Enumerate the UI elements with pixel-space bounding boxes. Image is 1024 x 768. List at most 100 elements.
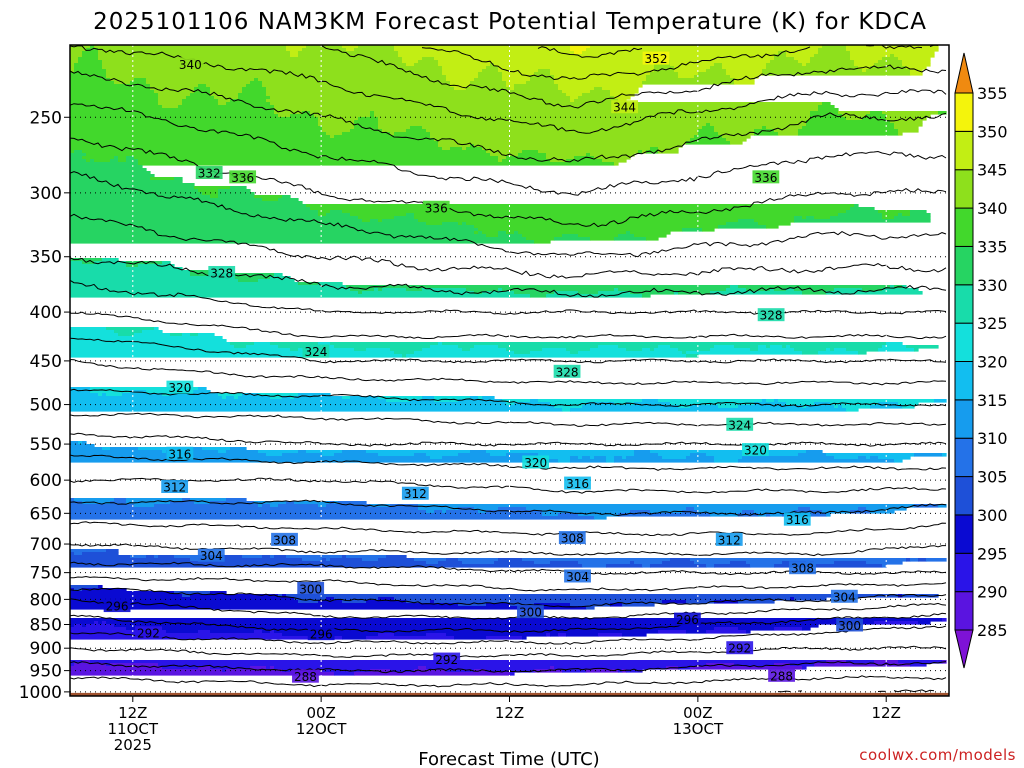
- theta-band-segment: [70, 279, 239, 283]
- contour-label-text: 292: [137, 627, 160, 641]
- theta-band-segment: [638, 150, 643, 154]
- theta-band-segment: [554, 78, 647, 82]
- theta-band-segment: [190, 333, 199, 337]
- theta-band-segment: [902, 63, 931, 67]
- theta-band-segment: [330, 210, 343, 214]
- theta-band-segment: [842, 114, 867, 118]
- theta-band-segment: [726, 69, 763, 73]
- theta-band-segment: [482, 396, 495, 400]
- theta-band-segment: [534, 72, 551, 76]
- theta-band-segment: [526, 237, 555, 241]
- theta-band-segment: [98, 54, 291, 58]
- theta-band-segment: [70, 93, 159, 97]
- theta-band-segment: [474, 78, 503, 82]
- theta-band-segment: [626, 348, 643, 352]
- contour-label: 320: [166, 380, 194, 395]
- colorbar-label: 300: [977, 506, 1008, 525]
- theta-band-segment: [586, 48, 819, 52]
- theta-band-segment: [82, 150, 487, 154]
- theta-band-segment: [662, 456, 687, 460]
- colorbar-label: 285: [977, 621, 1008, 640]
- theta-band-segment: [458, 399, 503, 403]
- theta-band-segment: [230, 342, 255, 346]
- theta-band-segment: [770, 513, 783, 517]
- theta-band-segment: [414, 453, 427, 457]
- theta-band-segment: [938, 504, 947, 508]
- theta-band-segment: [310, 207, 851, 211]
- theta-band-segment: [714, 129, 755, 133]
- theta-band-segment: [522, 636, 527, 640]
- theta-band-segment: [714, 456, 743, 460]
- theta-band-segment: [382, 288, 407, 292]
- theta-band-segment: [70, 165, 143, 169]
- theta-band-segment: [762, 399, 767, 403]
- theta-band-segment: [874, 621, 919, 625]
- colorbar-label: 305: [977, 468, 1008, 487]
- contour-label-text: 320: [524, 456, 547, 470]
- theta-band-segment: [70, 96, 159, 100]
- theta-band-segment: [390, 669, 415, 673]
- theta-band-segment: [182, 594, 191, 598]
- theta-band-segment: [510, 87, 515, 91]
- theta-band-segment: [70, 231, 475, 235]
- contour-label: 312: [715, 532, 743, 547]
- theta-band-segment: [686, 456, 715, 460]
- theta-band-segment: [822, 45, 847, 49]
- theta-band-segment: [246, 84, 263, 88]
- contour-line-296: [69, 612, 947, 633]
- contour-label-bg: [726, 641, 754, 655]
- theta-band-segment: [178, 105, 275, 109]
- colorbar-label: 290: [977, 583, 1008, 602]
- theta-band-segment: [862, 117, 887, 121]
- theta-band-segment: [766, 126, 803, 130]
- theta-band-segment: [866, 114, 887, 118]
- theta-band-segment: [554, 81, 643, 85]
- theta-band-segment: [286, 555, 343, 559]
- theta-band-segment: [534, 669, 563, 673]
- theta-band-segment: [446, 75, 479, 79]
- ground-fill: [70, 692, 949, 696]
- theta-band-segment: [878, 348, 915, 352]
- theta-band-segment: [190, 93, 211, 97]
- theta-band-segment: [854, 204, 859, 208]
- theta-band-segment: [914, 348, 919, 352]
- contour-label-bg: [783, 512, 811, 526]
- theta-band-segment: [626, 669, 643, 673]
- contour-label-text: 316: [566, 477, 589, 491]
- theta-band-segment: [898, 132, 903, 136]
- theta-band-segment: [802, 126, 895, 130]
- theta-band-segment: [218, 99, 231, 103]
- theta-band-segment: [138, 447, 175, 451]
- theta-band-segment: [498, 288, 503, 292]
- theta-band-segment: [534, 603, 571, 607]
- theta-band-segment: [258, 279, 295, 283]
- theta-band-segment: [78, 441, 83, 445]
- theta-band-segment: [522, 150, 539, 154]
- theta-band-segment: [354, 48, 395, 52]
- y-tick-label: 450: [30, 352, 62, 372]
- theta-band-segment: [502, 72, 535, 76]
- theta-band-segment: [802, 63, 807, 67]
- theta-band-segment: [698, 132, 719, 136]
- theta-band-segment: [806, 123, 895, 127]
- theta-band-segment: [566, 348, 591, 352]
- theta-band-segment: [230, 447, 247, 451]
- theta-band-segment: [154, 327, 159, 331]
- theta-band-segment: [910, 213, 931, 217]
- theta-band-segment: [70, 594, 183, 598]
- colorbar-label: 335: [977, 237, 1008, 256]
- y-tick-label: 500: [30, 396, 62, 416]
- theta-band-segment: [202, 192, 219, 196]
- ground-band: [70, 692, 949, 696]
- theta-band-segment: [270, 630, 275, 634]
- theta-band-segment: [210, 195, 219, 199]
- theta-band-segment: [174, 177, 183, 181]
- theta-band-segment: [766, 225, 779, 229]
- theta-band-segment: [450, 81, 471, 85]
- theta-band-segment: [230, 186, 247, 190]
- theta-band-segment: [82, 552, 119, 556]
- theta-band-segment: [754, 219, 795, 223]
- theta-band-segment: [414, 213, 839, 217]
- theta-band-segment: [70, 669, 223, 673]
- theta-band-segment: [198, 189, 219, 193]
